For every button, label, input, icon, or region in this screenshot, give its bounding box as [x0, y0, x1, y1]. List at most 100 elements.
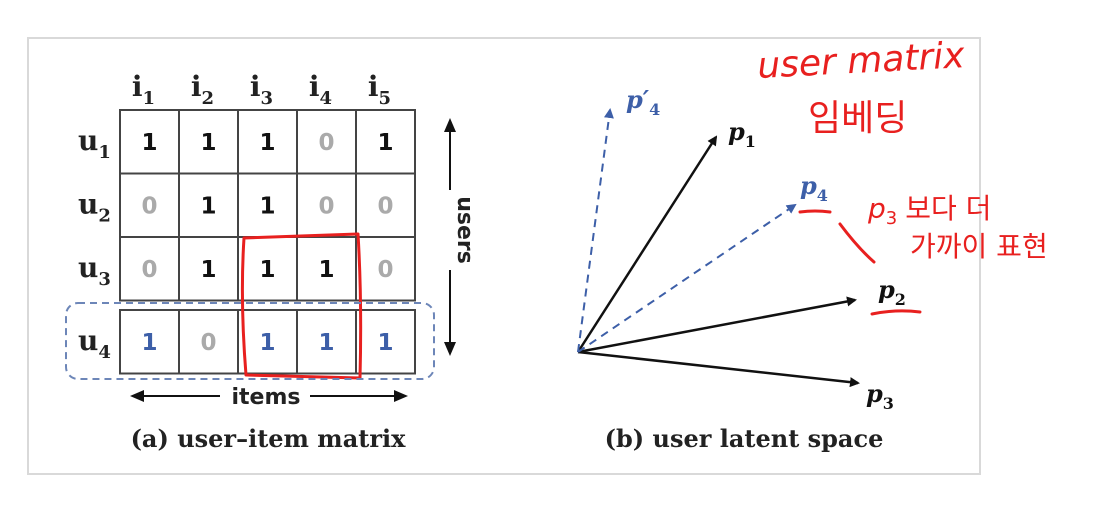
- vector-sub: 4: [817, 186, 828, 205]
- annotation-note-line2: 가까이 표현: [910, 230, 1048, 263]
- vector-sub: 1: [745, 132, 756, 151]
- vector-p4-prime: [577, 108, 614, 353]
- vector-base: p: [878, 275, 895, 304]
- matrix-cells: 1 1 1 0 1 0 1 1 0 0 0 1 1 1 0 1 0 1 1 1: [119, 109, 416, 380]
- handwritten-annotations: user matrix 임베딩 p3 보다 더 가까이 표현: [756, 35, 1048, 316]
- cell-u2-i3: 1: [259, 193, 275, 219]
- cell-u2-i1: 0: [141, 193, 157, 219]
- cell-u3-i3: 1: [259, 257, 275, 283]
- vector-prime: ′: [643, 85, 650, 114]
- header-sub: 2: [202, 88, 215, 109]
- matrix-cell-border: [355, 172, 416, 238]
- label-sub: 1: [98, 142, 111, 163]
- cell-u2-i5: 0: [377, 193, 393, 219]
- cell-u4-i4: 1: [318, 330, 334, 356]
- item-header-3: i3: [250, 70, 273, 109]
- cell-u2-i2: 1: [200, 193, 216, 219]
- cell-u2-i4: 0: [318, 193, 334, 219]
- p4-underline: [798, 209, 832, 214]
- vector-label-p3: p3: [866, 379, 894, 413]
- label-base: u: [78, 251, 98, 284]
- cell-u4-i2: 0: [200, 330, 216, 356]
- user-label-3: u3: [78, 251, 111, 290]
- cell-u1-i1: 1: [141, 130, 157, 156]
- cell-u3-i5: 0: [377, 257, 393, 283]
- item-header-1: i1: [132, 70, 155, 109]
- cell-u3-i4: 1: [318, 257, 334, 283]
- vector-label-p2: p2: [878, 275, 906, 309]
- matrix-caption: (a) user–item matrix: [131, 424, 407, 453]
- annotation-note-line1: p3 보다 더: [867, 192, 991, 229]
- matrix-cell-border: [178, 309, 239, 375]
- vector-label-p4: p4: [800, 171, 828, 205]
- cell-u1-i2: 1: [200, 130, 216, 156]
- header-sub: 5: [379, 88, 392, 109]
- annotation-title-line2: 임베딩: [808, 98, 907, 139]
- cell-u1-i3: 1: [259, 130, 275, 156]
- item-header-5: i5: [368, 70, 391, 109]
- items-axis: items: [130, 385, 408, 410]
- vector-label-p4-prime: p′4: [626, 85, 660, 119]
- annotation-connector: [838, 222, 876, 264]
- label-sub: 4: [98, 342, 111, 363]
- user-label-2: u2: [78, 187, 111, 226]
- vector-sub: 4: [649, 100, 660, 119]
- user-label-1: u1: [78, 124, 111, 163]
- u4-dashed-highlight: [65, 302, 435, 380]
- matrix-cell-border: [119, 236, 180, 302]
- label-sub: 2: [98, 205, 111, 226]
- note-sub: 3: [886, 208, 897, 229]
- cell-u4-i5: 1: [377, 330, 393, 356]
- label-sub: 3: [98, 269, 111, 290]
- vector-base: p: [866, 379, 883, 408]
- cell-u1-i5: 1: [377, 130, 393, 156]
- vector-sub: 2: [895, 290, 906, 309]
- vector-base: p: [800, 171, 817, 200]
- header-base: i: [250, 70, 261, 103]
- matrix-cell-border: [296, 109, 357, 175]
- vector-base: p: [626, 85, 643, 114]
- matrix-cell-border: [355, 109, 416, 175]
- vector-p2: [577, 296, 857, 354]
- item-header-4: i4: [309, 70, 332, 109]
- header-base: i: [309, 70, 320, 103]
- header-base: i: [368, 70, 379, 103]
- vector-p1: [576, 135, 718, 353]
- matrix-cell-border: [178, 236, 239, 302]
- matrix-cell-border: [178, 172, 239, 238]
- latent-caption: (b) user latent space: [605, 424, 884, 453]
- matrix-cell-border: [355, 309, 416, 375]
- vector-p4: [577, 203, 797, 353]
- label-base: u: [78, 124, 98, 157]
- cell-u4-i1: 1: [141, 330, 157, 356]
- item-column-headers: i1 i2 i3 i4 i5: [132, 70, 391, 109]
- users-label: users: [452, 196, 477, 264]
- cell-u3-i2: 1: [200, 257, 216, 283]
- header-base: i: [132, 70, 143, 103]
- users-axis: users: [444, 118, 477, 356]
- matrix-cell-border: [355, 236, 416, 302]
- matrix-cell-border: [237, 309, 298, 375]
- cell-u1-i4: 0: [318, 130, 334, 156]
- matrix-cell-border: [237, 109, 298, 175]
- header-sub: 1: [143, 88, 156, 109]
- label-base: u: [78, 324, 98, 357]
- header-sub: 3: [261, 88, 274, 109]
- vector-base: p: [728, 117, 745, 146]
- label-base: u: [78, 187, 98, 220]
- matrix-cell-border: [119, 109, 180, 175]
- vector-p3: [577, 350, 860, 388]
- handwritten-highlight-box: [240, 232, 363, 380]
- matrix-cell-border: [296, 236, 357, 302]
- note-prefix: p: [867, 192, 886, 225]
- item-header-2: i2: [191, 70, 214, 109]
- vector-label-p1: p1: [728, 117, 756, 151]
- cell-u3-i1: 0: [141, 257, 157, 283]
- matrix-cell-border: [237, 172, 298, 238]
- note-suffix: 보다 더: [905, 192, 991, 225]
